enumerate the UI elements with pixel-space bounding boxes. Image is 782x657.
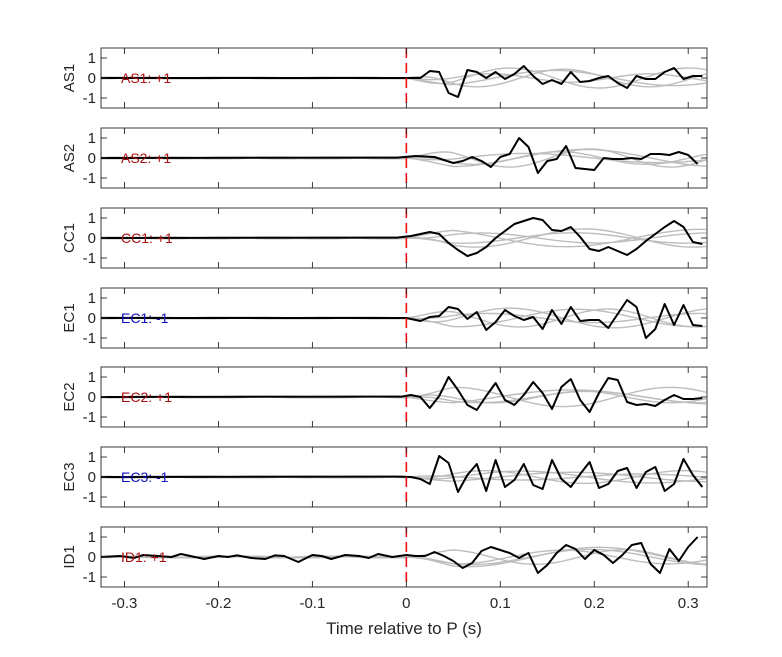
y-tick-label: 0 bbox=[88, 230, 96, 247]
y-tick-label: 1 bbox=[88, 369, 96, 386]
station-label: ID1 bbox=[61, 545, 78, 568]
waveform-as2 bbox=[100, 137, 699, 174]
x-tick-label: -0.2 bbox=[206, 595, 232, 612]
waveform-id1 bbox=[100, 536, 699, 574]
y-tick-label: 1 bbox=[88, 50, 96, 67]
station-label: CC1 bbox=[61, 223, 78, 253]
x-tick-label: 0 bbox=[402, 595, 410, 612]
y-tick-label: 1 bbox=[88, 449, 96, 466]
polarity-label: EC1: -1 bbox=[121, 310, 169, 326]
x-tick-label: -0.1 bbox=[299, 595, 325, 612]
y-tick-label: 0 bbox=[88, 150, 96, 167]
panel-cc1: -1 0 1 CC1 CC1: +1 bbox=[61, 207, 708, 269]
y-tick-label: 0 bbox=[88, 70, 96, 87]
polarity-label: EC2: +1 bbox=[121, 389, 172, 405]
panel-ec1: -1 0 1 EC1 EC1: -1 bbox=[61, 287, 708, 349]
panel-ec3: -1 0 1 EC3 EC3: -1 bbox=[61, 446, 708, 508]
y-tick-label: -1 bbox=[83, 489, 96, 506]
polarity-label: AS1: +1 bbox=[121, 70, 171, 86]
y-tick-label: -1 bbox=[83, 250, 96, 267]
panel-ec2: -1 0 1 EC2 EC2: +1 bbox=[61, 366, 708, 428]
polarity-label: ID1: +1 bbox=[121, 549, 167, 565]
waveform-ec2 bbox=[100, 376, 703, 413]
waveform-ec3 bbox=[100, 455, 704, 493]
y-tick-label: 1 bbox=[88, 210, 96, 227]
y-tick-label: 1 bbox=[88, 290, 96, 307]
y-tick-label: 1 bbox=[88, 529, 96, 546]
y-tick-label: 1 bbox=[88, 130, 96, 147]
station-label: EC2 bbox=[61, 382, 78, 411]
panel-id1: -1 0 1 ID1 ID1: +1 bbox=[61, 526, 708, 588]
x-tick-label: 0.1 bbox=[490, 595, 511, 612]
x-tick-label: 0.2 bbox=[584, 595, 605, 612]
station-label: AS2 bbox=[61, 144, 78, 172]
polarity-label: CC1: +1 bbox=[121, 230, 173, 246]
y-tick-label: -1 bbox=[83, 409, 96, 426]
x-tick-label: -0.3 bbox=[112, 595, 138, 612]
panel-as2: -1 0 1 AS2 AS2: +1 bbox=[61, 127, 708, 189]
waveform-cc1 bbox=[100, 217, 703, 257]
station-label: AS1 bbox=[61, 64, 78, 92]
panel-as1: -1 0 1 AS1 AS1: +1 bbox=[61, 47, 708, 109]
y-tick-label: -1 bbox=[83, 170, 96, 187]
waveform-as1 bbox=[101, 65, 703, 98]
y-tick-label: 0 bbox=[88, 549, 96, 566]
x-axis-label: Time relative to P (s) bbox=[326, 619, 482, 638]
polarity-label: AS2: +1 bbox=[121, 150, 171, 166]
overlay-trace bbox=[101, 546, 707, 568]
y-tick-label: -1 bbox=[83, 569, 96, 586]
station-label: EC3 bbox=[61, 462, 78, 491]
y-tick-label: 0 bbox=[88, 389, 96, 406]
station-label: EC1 bbox=[61, 303, 78, 332]
y-tick-label: -1 bbox=[83, 330, 96, 347]
polarity-label: EC3: -1 bbox=[121, 469, 169, 485]
y-tick-label: -1 bbox=[83, 90, 96, 107]
waveform-ec1 bbox=[101, 299, 703, 339]
y-tick-label: 0 bbox=[88, 469, 96, 486]
x-tick-label: 0.3 bbox=[678, 595, 699, 612]
y-tick-label: 0 bbox=[88, 310, 96, 327]
